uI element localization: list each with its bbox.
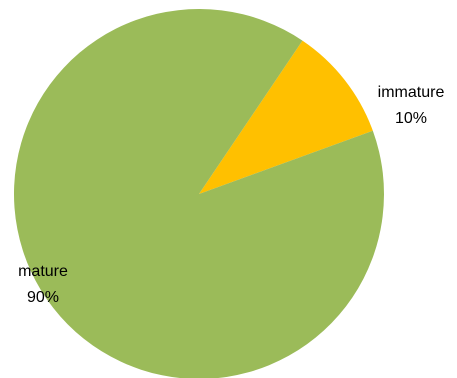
slice-label-immature-percent: 10% xyxy=(395,110,427,127)
pie-slices xyxy=(14,9,384,378)
pie-slice-immature xyxy=(199,40,373,194)
slice-label-mature-percent: 90% xyxy=(27,289,59,306)
slice-label-immature-category: immature xyxy=(378,84,445,101)
pie-slice-mature xyxy=(14,9,384,378)
slice-label-mature-category: mature xyxy=(18,263,68,280)
